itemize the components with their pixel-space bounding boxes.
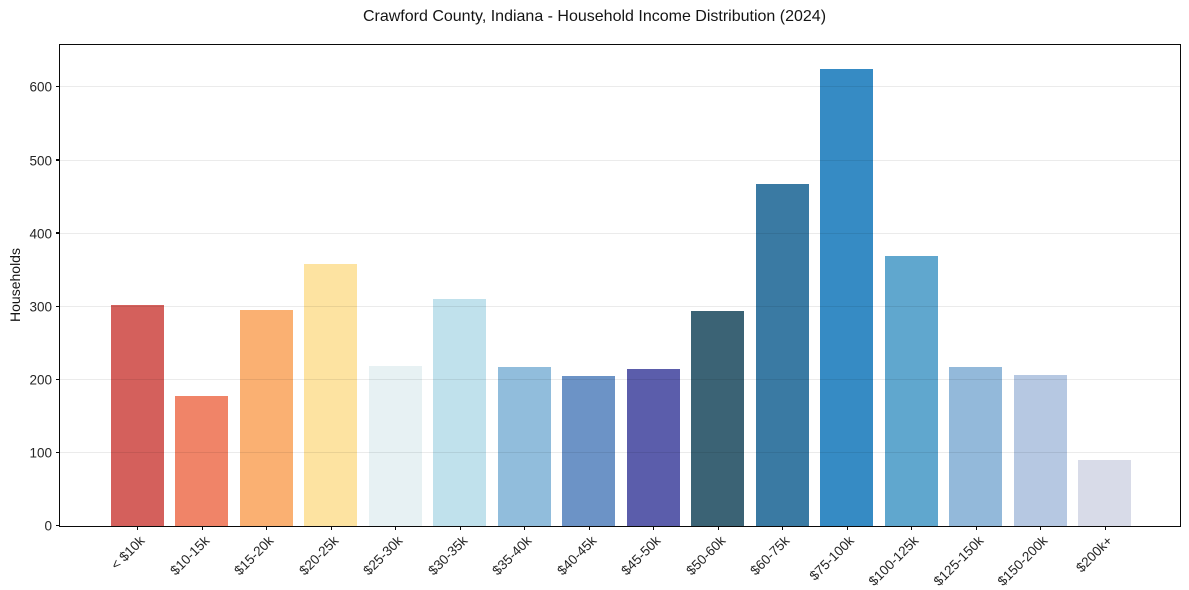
x-tick-mark (1040, 526, 1042, 530)
bar-60-75k (755, 183, 809, 526)
bar-25-30k (368, 365, 422, 526)
bar-40-45k (562, 376, 616, 526)
x-tick-mark (975, 526, 977, 530)
x-tick-label: $35-40k (489, 533, 535, 579)
x-tick-label: $10-15k (167, 533, 213, 579)
x-tick-label: $45-50k (618, 533, 664, 579)
bar-75-100k (820, 69, 874, 526)
gridline (60, 305, 1180, 307)
x-tick-label: < $10k (108, 533, 148, 573)
bar-30-35k (433, 299, 487, 526)
x-tick-mark (717, 526, 719, 530)
y-tick-label: 500 (29, 153, 52, 168)
y-tick-mark (56, 451, 60, 453)
x-tick-mark (266, 526, 268, 530)
bar-45-50k (626, 368, 680, 526)
x-tick-mark (1104, 526, 1106, 530)
bar-150-200k (1013, 374, 1067, 526)
y-axis-label: Households (7, 248, 23, 322)
x-tick-label: $25-30k (360, 533, 406, 579)
bar-10-15k (175, 395, 229, 526)
bar-125-150k (949, 366, 1003, 526)
bar-50-60k (691, 311, 745, 526)
y-tick-mark (56, 378, 60, 380)
x-tick-mark (653, 526, 655, 530)
x-tick-mark (201, 526, 203, 530)
y-tick-label: 400 (29, 226, 52, 242)
bar-20-25k (304, 264, 358, 526)
x-tick-mark (782, 526, 784, 530)
x-tick-label: $40-45k (554, 533, 600, 579)
bar-15-20k (239, 309, 293, 526)
x-tick-mark (846, 526, 848, 530)
gridline (60, 232, 1180, 234)
x-tick-label: $60-75k (747, 533, 793, 579)
y-tick-mark (56, 524, 60, 526)
bar-35-40k (497, 367, 551, 526)
y-tick-mark (56, 305, 60, 307)
y-tick-label: 0 (44, 518, 52, 534)
x-tick-label: $30-35k (425, 533, 471, 579)
x-tick-mark (330, 526, 332, 530)
x-tick-label: $15-20k (231, 533, 277, 579)
x-tick-mark (588, 526, 590, 530)
x-tick-label: $150-200k (995, 533, 1051, 589)
x-tick-label: $20-25k (296, 533, 342, 579)
y-tick-mark (56, 86, 60, 88)
x-tick-mark (911, 526, 913, 530)
y-tick-label: 300 (29, 299, 52, 315)
y-tick-mark (56, 159, 60, 161)
x-tick-mark (459, 526, 461, 530)
bar-200k (1078, 460, 1132, 526)
x-tick-mark (395, 526, 397, 530)
bar-10k (110, 305, 164, 526)
x-tick-label: $75-100k (806, 533, 858, 584)
x-tick-label: $50-60k (683, 533, 729, 579)
y-tick-label: 600 (29, 79, 52, 95)
gridline (60, 378, 1180, 380)
x-tick-label: $100-125k (866, 533, 922, 589)
gridline (60, 159, 1180, 161)
gridline (60, 451, 1180, 453)
chart-title: Crawford County, Indiana - Household Inc… (362, 8, 827, 25)
y-tick-label: 100 (29, 445, 52, 461)
y-tick-mark (56, 232, 60, 234)
x-tick-label: $125-150k (930, 533, 987, 589)
plot-area: 0 100 200 300 400 500 600 < $10k $10-15k $15-20k $… (29, 44, 1181, 589)
gridline (60, 86, 1180, 88)
x-tick-mark (137, 526, 139, 530)
y-tick-label: 200 (29, 372, 52, 388)
x-tick-mark (524, 526, 526, 530)
bar-100-125k (884, 256, 938, 526)
x-tick-label: $200k+ (1073, 533, 1116, 576)
